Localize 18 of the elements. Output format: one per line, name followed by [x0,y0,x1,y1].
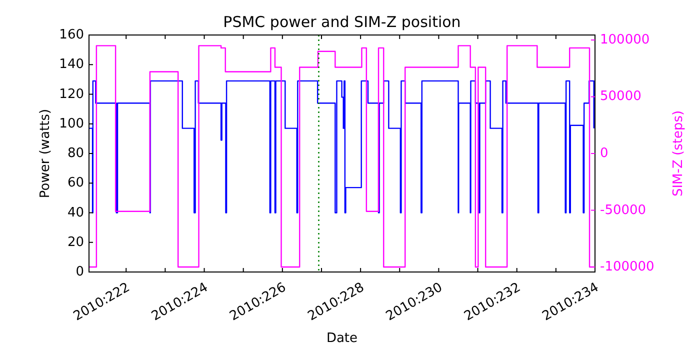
y2-tick-label: 50000 [600,89,642,104]
y-tick-label: 80 [67,146,84,161]
y2-axis-title: SIM-Z (steps) [671,110,686,197]
y-tick-label: 40 [67,205,84,220]
y2-tick-label: 100000 [600,32,650,48]
y-axis-title: Power (watts) [38,108,53,198]
y-tick-label: 100 [59,116,84,132]
y2-tick-label: -50000 [600,202,646,218]
y2-tick-label: 0 [600,146,608,161]
y2-tick-label: -100000 [600,260,654,275]
chart-title: PSMC power and SIM-Z position [223,13,461,31]
y-tick-label: 0 [76,264,84,280]
y-tick-label: 120 [59,86,84,102]
y-tick-label: 60 [67,176,84,191]
y-tick-label: 140 [59,57,84,72]
y-tick-label: 20 [67,234,84,250]
x-axis-title: Date [326,331,358,346]
y-tick-label: 160 [59,28,84,42]
